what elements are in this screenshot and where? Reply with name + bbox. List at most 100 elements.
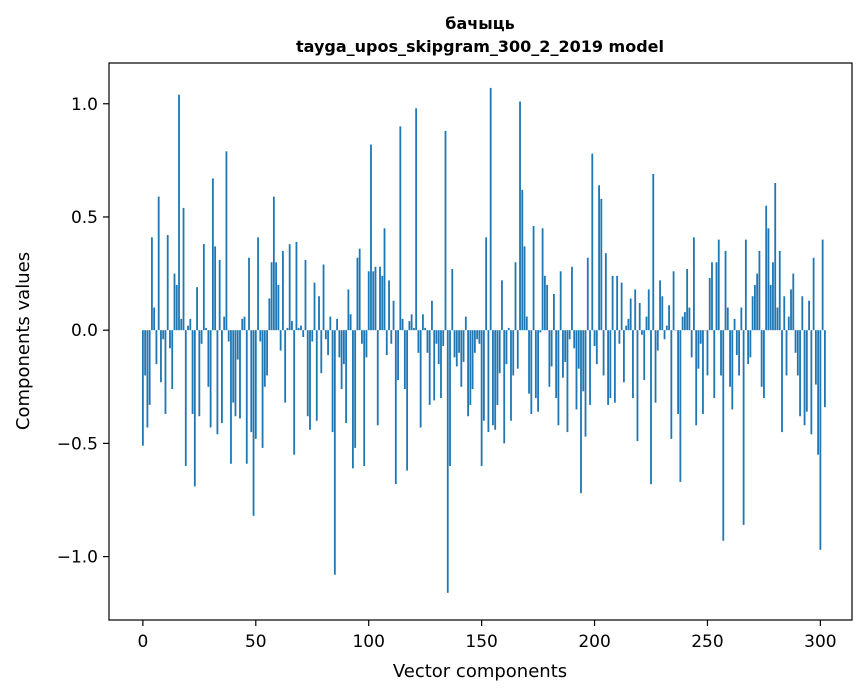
bar-95 bbox=[357, 258, 359, 330]
y-tick-label: 0.0 bbox=[71, 321, 98, 341]
bar-279 bbox=[772, 262, 774, 330]
bar-111 bbox=[393, 301, 395, 330]
bar-47 bbox=[248, 258, 250, 330]
bar-212 bbox=[621, 283, 623, 331]
bar-237 bbox=[677, 330, 679, 414]
bar-195 bbox=[582, 330, 584, 391]
bar-259 bbox=[727, 308, 729, 331]
bar-27 bbox=[203, 244, 205, 330]
bar-189 bbox=[569, 330, 571, 339]
bar-210 bbox=[616, 276, 618, 330]
bar-48 bbox=[250, 330, 252, 432]
bar-273 bbox=[759, 251, 761, 330]
bar-84 bbox=[332, 330, 334, 432]
bar-24 bbox=[196, 287, 198, 330]
bar-91 bbox=[347, 289, 349, 330]
bar-132 bbox=[440, 330, 442, 398]
bar-70 bbox=[300, 326, 302, 331]
bar-274 bbox=[761, 330, 763, 387]
bar-83 bbox=[329, 317, 331, 331]
bar-85 bbox=[334, 330, 336, 575]
bar-37 bbox=[226, 151, 228, 330]
bar-64 bbox=[287, 328, 289, 330]
x-tick-label: 0 bbox=[137, 632, 148, 652]
bar-201 bbox=[596, 330, 598, 364]
bar-75 bbox=[311, 330, 313, 341]
bar-293 bbox=[804, 330, 806, 425]
bar-159 bbox=[501, 280, 503, 330]
bar-173 bbox=[533, 226, 535, 330]
bar-162 bbox=[508, 328, 510, 330]
bar-120 bbox=[413, 328, 415, 330]
bar-102 bbox=[372, 271, 374, 330]
bar-167 bbox=[519, 101, 521, 330]
bar-43 bbox=[239, 330, 241, 418]
bar-129 bbox=[433, 330, 435, 400]
bar-277 bbox=[768, 228, 770, 330]
bar-36 bbox=[223, 317, 225, 331]
bar-58 bbox=[273, 197, 275, 331]
bar-182 bbox=[553, 294, 555, 330]
bar-155 bbox=[492, 330, 494, 425]
bar-262 bbox=[734, 319, 736, 330]
bar-62 bbox=[282, 251, 284, 330]
y-tick-label: 0.5 bbox=[71, 208, 98, 228]
bar-46 bbox=[246, 330, 248, 464]
bar-185 bbox=[560, 271, 562, 330]
bar-281 bbox=[777, 308, 779, 331]
bar-6 bbox=[156, 330, 158, 364]
bar-1 bbox=[144, 330, 146, 375]
x-tick-label: 300 bbox=[804, 632, 836, 652]
bar-191 bbox=[573, 330, 575, 348]
bar-114 bbox=[399, 126, 401, 330]
bar-252 bbox=[711, 262, 713, 330]
bar-22 bbox=[192, 330, 194, 414]
bar-284 bbox=[783, 296, 785, 330]
bar-251 bbox=[709, 278, 711, 330]
bar-147 bbox=[474, 330, 476, 353]
bar-235 bbox=[673, 271, 675, 330]
bar-190 bbox=[571, 267, 573, 330]
bar-140 bbox=[458, 330, 460, 353]
bar-118 bbox=[408, 321, 410, 330]
bar-218 bbox=[634, 289, 636, 330]
bar-228 bbox=[657, 330, 659, 350]
bar-2 bbox=[146, 330, 148, 427]
bar-254 bbox=[716, 262, 718, 330]
bar-184 bbox=[558, 330, 560, 425]
bar-154 bbox=[490, 88, 492, 330]
bar-139 bbox=[456, 330, 458, 366]
bar-29 bbox=[207, 330, 209, 387]
bar-149 bbox=[478, 330, 480, 344]
bar-196 bbox=[585, 330, 587, 436]
bar-53 bbox=[262, 330, 264, 448]
bar-223 bbox=[646, 317, 648, 331]
bar-286 bbox=[788, 317, 790, 331]
bar-295 bbox=[808, 301, 810, 330]
bar-92 bbox=[350, 314, 352, 330]
bar-160 bbox=[503, 330, 505, 443]
bar-292 bbox=[801, 296, 803, 330]
x-tick-label: 250 bbox=[691, 632, 723, 652]
bar-229 bbox=[659, 280, 661, 330]
bar-133 bbox=[442, 330, 444, 346]
bar-238 bbox=[679, 330, 681, 482]
bar-260 bbox=[729, 330, 731, 387]
bar-82 bbox=[327, 330, 329, 355]
bar-232 bbox=[666, 326, 668, 331]
bar-166 bbox=[517, 330, 519, 368]
x-tick-label: 150 bbox=[465, 632, 497, 652]
bar-174 bbox=[535, 330, 537, 398]
bar-52 bbox=[259, 330, 261, 341]
bar-0 bbox=[142, 330, 144, 445]
bar-59 bbox=[275, 262, 277, 330]
bar-267 bbox=[745, 240, 747, 331]
bar-44 bbox=[241, 319, 243, 330]
bar-266 bbox=[743, 330, 745, 525]
bar-38 bbox=[228, 330, 230, 341]
bar-63 bbox=[284, 330, 286, 402]
bar-8 bbox=[160, 330, 162, 382]
bar-30 bbox=[210, 330, 212, 427]
bar-207 bbox=[609, 330, 611, 398]
bar-240 bbox=[684, 312, 686, 330]
